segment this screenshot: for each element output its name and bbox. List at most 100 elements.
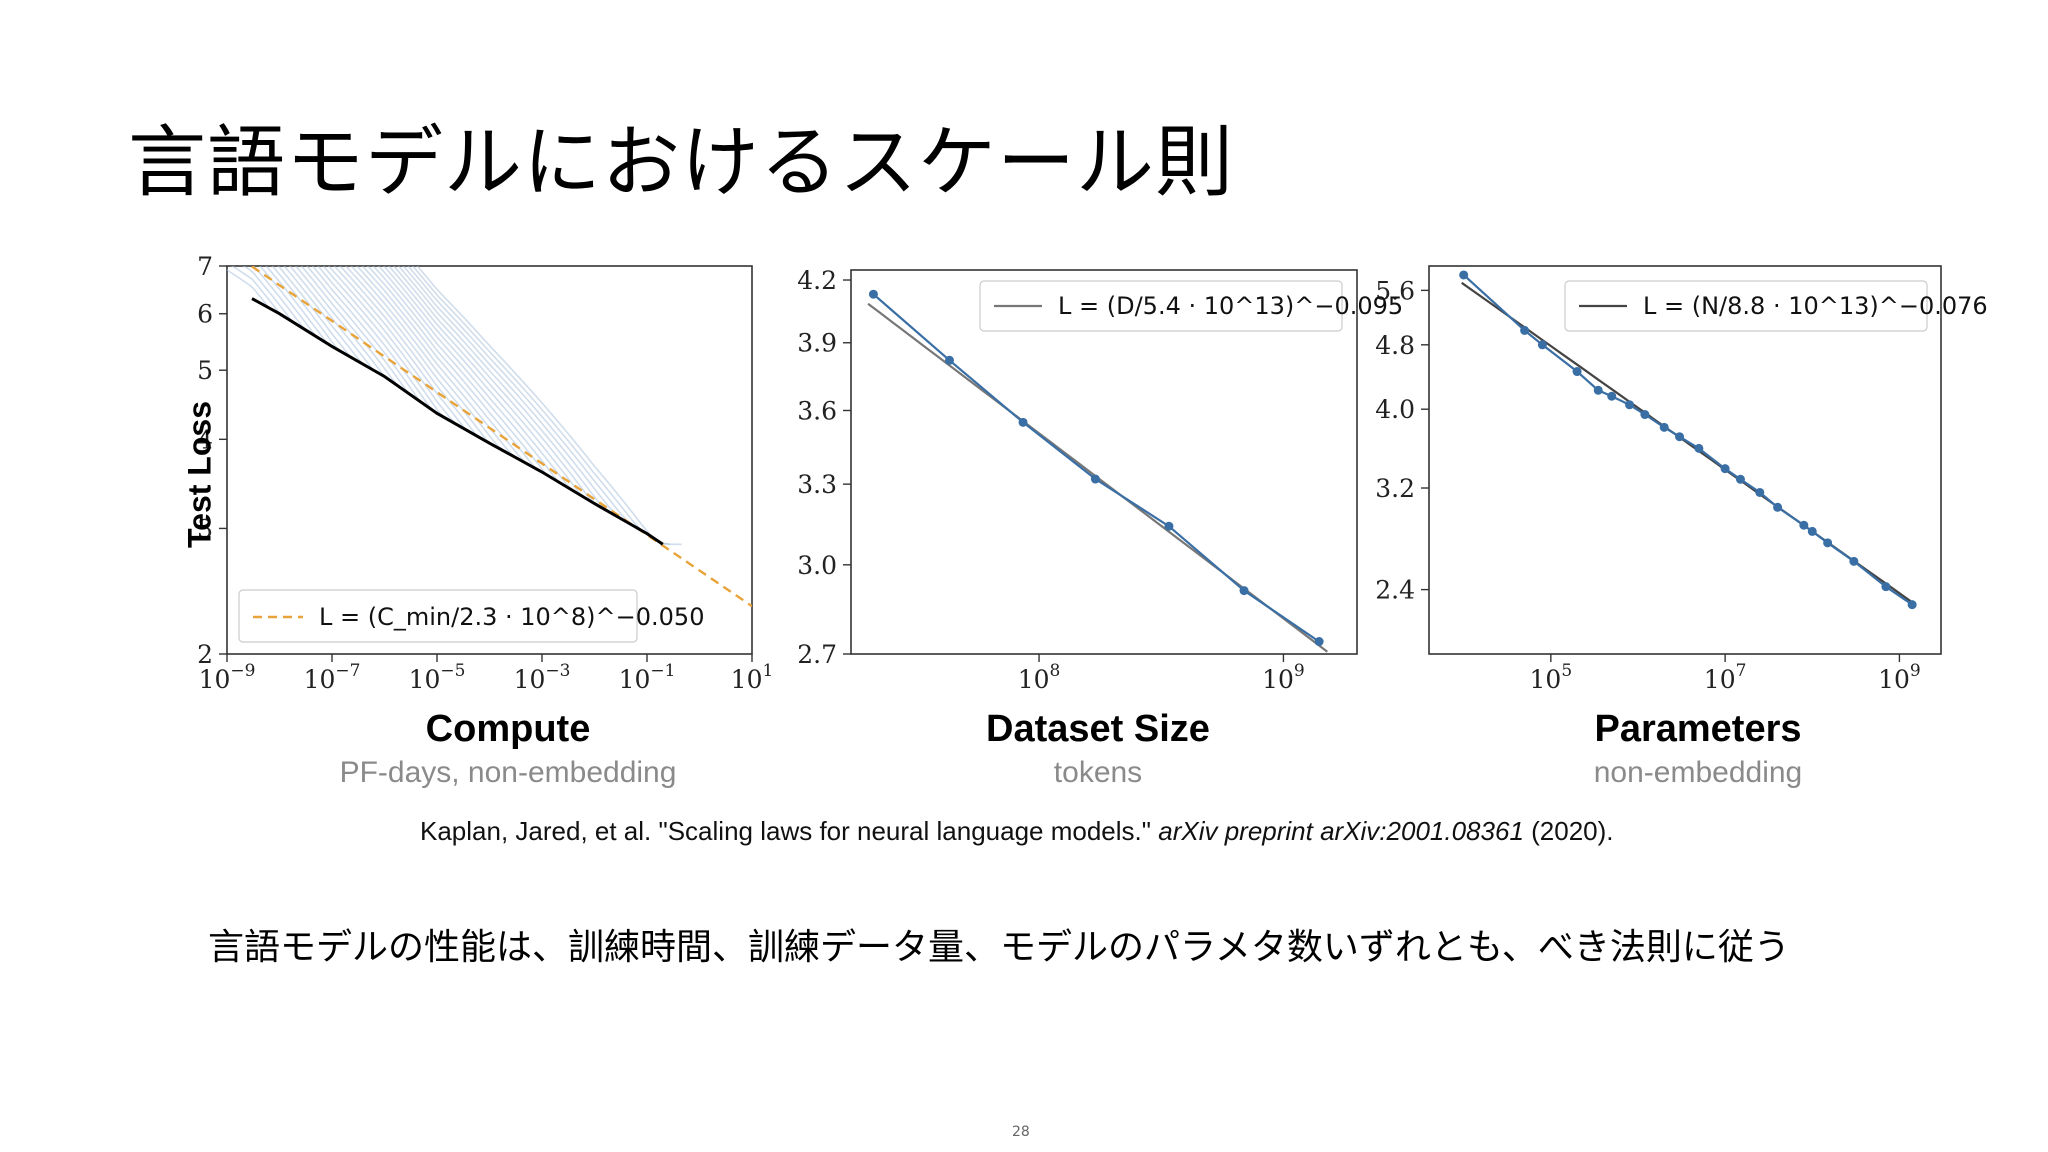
data-point	[1907, 600, 1917, 610]
training-run-curve	[377, 266, 590, 501]
training-run-curve	[416, 266, 682, 546]
y-tick-label: 4.2	[797, 266, 837, 295]
x-axis-title-dataset-size: Dataset Size	[986, 708, 1210, 750]
data-point	[868, 289, 878, 299]
data-point	[1593, 385, 1603, 395]
y-tick-label: 3.0	[797, 551, 837, 580]
data-point	[1823, 538, 1833, 548]
training-run-curve	[333, 266, 498, 448]
x-tick-label: 10−3	[514, 661, 571, 694]
legend-label: L = (D/5.4 · 10^13)^−0.095	[1058, 292, 1403, 320]
x-tick-label: 10−7	[304, 661, 361, 694]
y-tick-label: 2.7	[797, 640, 837, 669]
citation: Kaplan, Jared, et al. "Scaling laws for …	[420, 816, 1614, 847]
data-point	[1459, 270, 1469, 280]
x-tick-label: 109	[1878, 661, 1921, 694]
data-point	[944, 355, 954, 365]
data-point	[1018, 417, 1028, 427]
training-run-curve	[355, 266, 544, 474]
plot-frame	[226, 265, 753, 655]
plot-area	[867, 289, 1328, 653]
training-run-curve	[350, 266, 532, 467]
training-run-curve	[382, 266, 602, 508]
training-run-curve	[402, 266, 648, 535]
training-run-curve	[397, 266, 636, 528]
y-axis-title-test-loss: Test Loss	[181, 401, 218, 548]
compute-efficient-frontier	[251, 297, 664, 546]
training-run-curve	[372, 266, 579, 494]
y-tick-label: 6	[197, 300, 213, 329]
data-point	[1755, 487, 1765, 497]
data-point	[1314, 637, 1324, 647]
training-run-curve	[317, 266, 463, 428]
y-tick-label: 4.0	[1375, 395, 1415, 424]
compute-plot-area	[227, 266, 752, 608]
data-point	[1694, 443, 1704, 453]
citation-year: (2020).	[1523, 816, 1614, 846]
training-run-curve	[392, 266, 625, 521]
y-tick-label: 2	[197, 640, 213, 669]
plot-frame	[850, 269, 1358, 655]
data-point	[1735, 474, 1745, 484]
data-point	[1720, 464, 1730, 474]
citation-authors: Kaplan, Jared, et al. "Scaling laws for …	[420, 816, 1159, 846]
training-run-curve	[407, 266, 659, 543]
training-run-curve	[230, 266, 313, 335]
training-run-curve	[387, 266, 613, 515]
y-tick-label: 5.6	[1375, 276, 1415, 305]
x-tick-label: 107	[1704, 661, 1747, 694]
page-number: 28	[1012, 1124, 1030, 1140]
y-tick-label: 4	[197, 425, 213, 454]
y-tick-label: 3.6	[797, 396, 837, 425]
x-tick-label: 108	[1018, 661, 1061, 694]
data-point	[1799, 520, 1809, 530]
x-tick-label: 109	[1262, 661, 1305, 694]
data-point	[1164, 521, 1174, 531]
x-axis-subtitle-parameters: non-embedding	[1593, 756, 1803, 789]
data-point	[1625, 400, 1635, 410]
data-point	[1572, 367, 1582, 377]
y-tick-label: 2.4	[1375, 576, 1415, 605]
data-point	[1607, 391, 1617, 401]
x-tick-label: 105	[1530, 661, 1573, 694]
data-point	[1849, 556, 1859, 566]
data-point	[1675, 432, 1685, 442]
y-tick-label: 3.9	[797, 329, 837, 358]
slide-title: 言語モデルにおけるスケール則	[128, 118, 1235, 208]
slide-caption: 言語モデルの性能は、訓練時間、訓練データ量、モデルのパラメタ数いずれとも、べき法…	[208, 927, 1790, 968]
data-point	[1807, 526, 1817, 536]
y-tick-label: 3.2	[1375, 474, 1415, 503]
data-point	[1881, 582, 1891, 592]
training-run-curve	[339, 266, 509, 455]
x-tick-label: 10−9	[199, 661, 256, 694]
training-run-curve	[327, 266, 486, 442]
y-tick-label: 3.3	[797, 470, 837, 499]
x-tick-label: 10−5	[409, 661, 466, 694]
y-tick-label: 3	[197, 514, 213, 543]
training-run-curve	[322, 266, 475, 435]
data-point	[1773, 502, 1783, 512]
x-axis-title-parameters: Parameters	[1594, 708, 1802, 750]
y-tick-label: 4.8	[1375, 331, 1415, 360]
citation-journal: arXiv preprint arXiv:2001.08361	[1158, 816, 1524, 846]
x-tick-label: 101	[731, 661, 774, 694]
training-run-curve	[259, 266, 348, 356]
legend-box	[1564, 280, 1928, 332]
data-point	[1520, 325, 1530, 335]
legend-label: L = (C_min/2.3 · 10^8)^−0.050	[319, 603, 704, 631]
data-point	[1090, 474, 1100, 484]
training-run-curve	[366, 266, 567, 487]
x-tick-label: 10−1	[619, 661, 676, 694]
x-axis-subtitle-dataset-size: tokens	[1053, 756, 1143, 789]
training-run-curve	[306, 266, 440, 416]
training-run-curve	[277, 266, 382, 376]
data-line	[872, 293, 1320, 643]
training-run-curve	[411, 266, 671, 546]
y-tick-label: 7	[197, 252, 213, 281]
x-axis-subtitle-compute: PF-days, non-embedding	[339, 756, 677, 789]
x-axis-title-compute: Compute	[425, 708, 591, 750]
legend-label: L = (N/8.8 · 10^13)^−0.076	[1643, 292, 1988, 320]
legend-box	[979, 280, 1343, 332]
data-point	[1659, 422, 1669, 432]
plot-area	[1459, 270, 1917, 610]
